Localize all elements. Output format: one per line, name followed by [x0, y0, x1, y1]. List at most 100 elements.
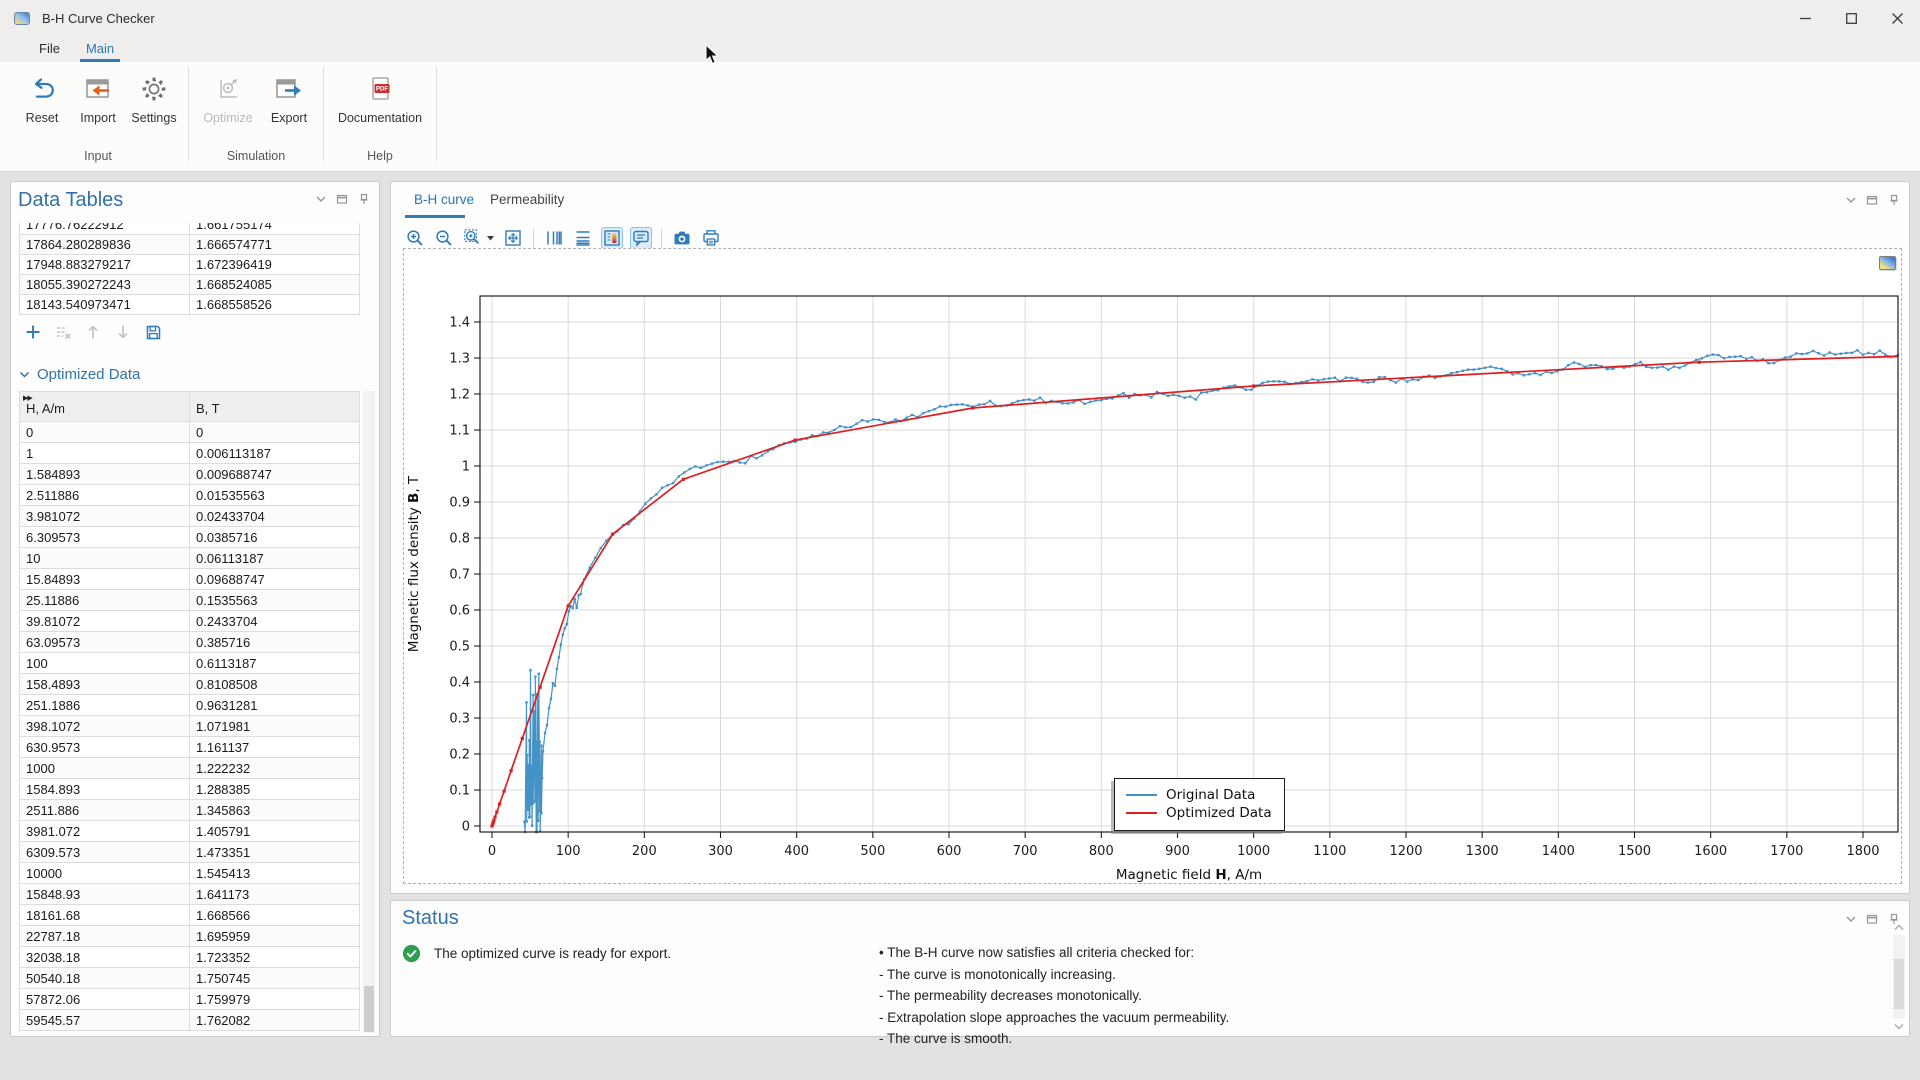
column-header[interactable]: ▶▶ H, A/m [19, 391, 190, 422]
reset-button[interactable]: Reset [14, 68, 70, 149]
tab-bh-curve[interactable]: B-H curve [414, 192, 475, 207]
b-value-cell[interactable]: 0.8108508 [189, 673, 360, 695]
h-value-cell[interactable]: 15848.93 [19, 883, 190, 905]
table-row[interactable]: 17776.76222912 1.661755174 [19, 223, 360, 235]
collapse-icon[interactable] [315, 193, 327, 205]
collapse-icon[interactable] [1845, 194, 1857, 206]
b-value-cell[interactable]: 0.6113187 [189, 652, 360, 674]
table-row[interactable]: 630.9573 1.161137 [19, 736, 360, 758]
b-value-cell[interactable]: 0.01535563 [189, 484, 360, 506]
table-row[interactable]: 63.09573 0.385716 [19, 631, 360, 653]
h-value-cell[interactable]: 59545.57 [19, 1009, 190, 1031]
optimized-data-section-header[interactable]: Optimized Data [19, 366, 140, 383]
b-value-cell[interactable]: 1.161137 [189, 736, 360, 758]
b-value-cell[interactable]: 0.006113187 [189, 442, 360, 464]
b-value-cell[interactable]: 1.723352 [189, 946, 360, 968]
table-row[interactable]: 10000 1.545413 [19, 862, 360, 884]
menu-file[interactable]: File [39, 41, 60, 56]
left-panel-scrollbar[interactable] [363, 391, 375, 1033]
scroll-down-icon[interactable] [1893, 1020, 1905, 1032]
b-value-cell[interactable]: 1.668558526 [189, 294, 360, 315]
h-value-cell[interactable]: 25.11886 [19, 589, 190, 611]
table-row[interactable]: 39.81072 0.2433704 [19, 610, 360, 632]
b-value-cell[interactable]: 0.0385716 [189, 526, 360, 548]
expand-columns-icon[interactable]: ▶▶ [23, 395, 33, 402]
export-button[interactable]: Export [261, 68, 317, 149]
h-value-cell[interactable]: 18143.540973471 [19, 294, 190, 315]
h-value-cell[interactable]: 2511.886 [19, 799, 190, 821]
zoom-out-button[interactable] [433, 227, 455, 249]
table-row[interactable]: 158.4893 0.8108508 [19, 673, 360, 695]
table-row[interactable]: 32038.18 1.723352 [19, 946, 360, 968]
table-row[interactable]: 251.1886 0.9631281 [19, 694, 360, 716]
b-value-cell[interactable]: 0.09688747 [189, 568, 360, 590]
h-value-cell[interactable]: 398.1072 [19, 715, 190, 737]
b-value-cell[interactable]: 1.405791 [189, 820, 360, 842]
pin-icon[interactable] [1887, 194, 1899, 206]
tab-permeability[interactable]: Permeability [490, 192, 565, 207]
b-value-cell[interactable]: 0.02433704 [189, 505, 360, 527]
table-row[interactable]: 1584.893 1.288385 [19, 778, 360, 800]
close-button[interactable] [1874, 0, 1920, 36]
table-row[interactable]: 18161.68 1.668566 [19, 904, 360, 926]
y-log-scale-button[interactable] [572, 227, 594, 249]
h-value-cell[interactable]: 1584.893 [19, 778, 190, 800]
b-value-cell[interactable]: 1.668524085 [189, 274, 360, 295]
h-value-cell[interactable]: 39.81072 [19, 610, 190, 632]
table-row[interactable]: 50540.18 1.750745 [19, 967, 360, 989]
table-row[interactable]: 1 0.006113187 [19, 442, 360, 464]
zoom-in-button[interactable] [404, 227, 426, 249]
b-value-cell[interactable]: 1.641173 [189, 883, 360, 905]
h-value-cell[interactable]: 3.981072 [19, 505, 190, 527]
b-value-cell[interactable]: 1.750745 [189, 967, 360, 989]
h-value-cell[interactable]: 50540.18 [19, 967, 190, 989]
left-panel-scrollbar-thumb[interactable] [364, 986, 374, 1032]
h-value-cell[interactable]: 63.09573 [19, 631, 190, 653]
table-row[interactable]: 15.84893 0.09688747 [19, 568, 360, 590]
b-value-cell[interactable]: 0.385716 [189, 631, 360, 653]
table-row[interactable]: 57872.06 1.759979 [19, 988, 360, 1010]
h-value-cell[interactable]: 1000 [19, 757, 190, 779]
import-button[interactable]: Import [70, 68, 126, 149]
table-row[interactable]: 100 0.6113187 [19, 652, 360, 674]
table-row[interactable]: 18143.540973471 1.668558526 [19, 294, 360, 315]
float-icon[interactable] [1866, 194, 1878, 206]
b-value-cell[interactable]: 1.345863 [189, 799, 360, 821]
scroll-up-icon[interactable] [1893, 921, 1905, 933]
h-value-cell[interactable]: 17948.883279217 [19, 254, 190, 275]
table-row[interactable]: 59545.57 1.762082 [19, 1009, 360, 1031]
pin-icon[interactable] [357, 193, 369, 205]
pin-icon[interactable] [1887, 913, 1899, 925]
x-log-scale-button[interactable] [543, 227, 565, 249]
h-value-cell[interactable]: 100 [19, 652, 190, 674]
h-value-cell[interactable]: 10 [19, 547, 190, 569]
b-value-cell[interactable]: 1.473351 [189, 841, 360, 863]
plot-canvas[interactable]: 0 100 200 300 400 500 600 700 800 900 1000 1100 1200… [403, 248, 1902, 884]
h-value-cell[interactable]: 17864.280289836 [19, 234, 190, 255]
settings-button[interactable]: Settings [126, 68, 182, 149]
move-up-icon[interactable] [83, 322, 103, 342]
colormap-button[interactable] [1879, 256, 1896, 270]
documentation-button[interactable]: PDF Documentation [330, 68, 430, 149]
b-value-cell[interactable]: 1.545413 [189, 862, 360, 884]
h-value-cell[interactable]: 18161.68 [19, 904, 190, 926]
b-value-cell[interactable]: 1.288385 [189, 778, 360, 800]
table-row[interactable]: 398.1072 1.071981 [19, 715, 360, 737]
table-row[interactable]: 1.584893 0.009688747 [19, 463, 360, 485]
image-snapshot-button[interactable] [671, 227, 693, 249]
b-value-cell[interactable]: 0.009688747 [189, 463, 360, 485]
h-value-cell[interactable]: 15.84893 [19, 568, 190, 590]
column-header[interactable]: B, T [189, 391, 360, 422]
h-value-cell[interactable]: 57872.06 [19, 988, 190, 1010]
b-value-cell[interactable]: 1.759979 [189, 988, 360, 1010]
h-value-cell[interactable]: 1.584893 [19, 463, 190, 485]
b-value-cell[interactable]: 0 [189, 421, 360, 443]
add-row-icon[interactable] [23, 322, 43, 342]
tooltip-toggle-button[interactable] [630, 227, 652, 249]
zoom-extents-button[interactable] [502, 227, 524, 249]
b-value-cell[interactable]: 1.762082 [189, 1009, 360, 1031]
legend-toggle-button[interactable] [601, 227, 623, 249]
h-value-cell[interactable]: 18055.390272243 [19, 274, 190, 295]
h-value-cell[interactable]: 630.9573 [19, 736, 190, 758]
h-value-cell[interactable]: 32038.18 [19, 946, 190, 968]
